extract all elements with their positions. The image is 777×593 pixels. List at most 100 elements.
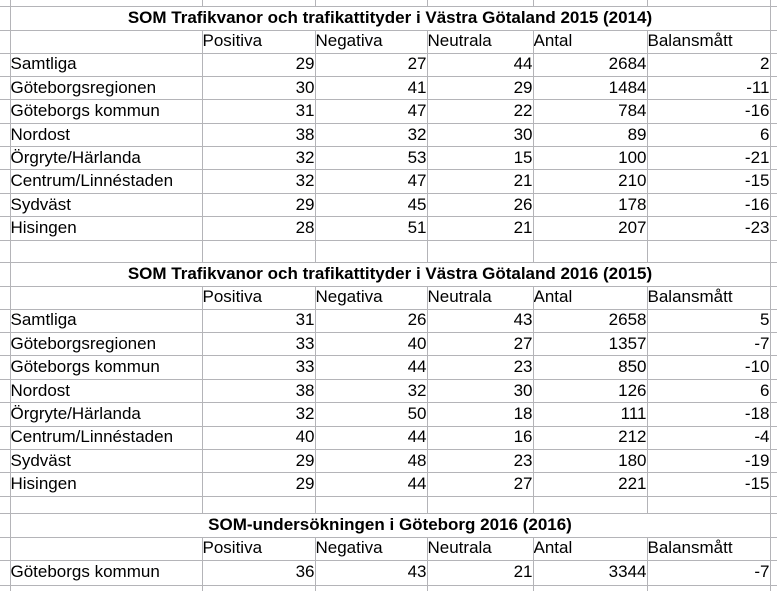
- data-cell[interactable]: 40: [202, 426, 316, 450]
- data-cell[interactable]: 44: [315, 355, 428, 380]
- data-cell[interactable]: 29: [202, 53, 316, 77]
- data-cell[interactable]: 27: [427, 332, 534, 357]
- row-label[interactable]: Göteborgsregionen: [10, 76, 203, 101]
- data-cell[interactable]: 33: [202, 332, 316, 357]
- row-label[interactable]: Sydväst: [10, 449, 203, 474]
- data-cell[interactable]: 28: [202, 216, 316, 241]
- data-cell[interactable]: 30: [427, 379, 534, 404]
- data-cell[interactable]: -7: [647, 332, 771, 357]
- row-label[interactable]: Hisingen: [10, 216, 203, 241]
- data-cell[interactable]: 32: [202, 169, 316, 194]
- data-cell[interactable]: 41: [315, 76, 428, 101]
- data-cell[interactable]: 21: [427, 560, 534, 586]
- data-cell[interactable]: -15: [647, 472, 771, 497]
- data-cell[interactable]: 1484: [533, 76, 648, 101]
- data-cell[interactable]: 26: [427, 193, 534, 218]
- data-cell[interactable]: -7: [647, 560, 771, 586]
- row-label[interactable]: Nordost: [10, 379, 203, 404]
- data-cell[interactable]: 3344: [533, 560, 648, 586]
- row-label[interactable]: Göteborgsregionen: [10, 332, 203, 357]
- data-cell[interactable]: 40: [315, 332, 428, 357]
- data-cell[interactable]: 29: [202, 193, 316, 218]
- column-header-balansmatt[interactable]: Balansmått: [647, 537, 771, 561]
- data-cell[interactable]: 180: [533, 449, 648, 474]
- data-cell[interactable]: 784: [533, 99, 648, 124]
- data-cell[interactable]: 32: [202, 402, 316, 427]
- data-cell[interactable]: 89: [533, 123, 648, 148]
- column-header-positiva[interactable]: Positiva: [202, 30, 316, 54]
- row-label[interactable]: Centrum/Linnéstaden: [10, 169, 203, 194]
- column-header-negativa[interactable]: Negativa: [315, 537, 428, 561]
- table2-title[interactable]: SOM Trafikvanor och trafikattityder i Vä…: [10, 262, 771, 287]
- data-cell[interactable]: -16: [647, 193, 771, 218]
- data-cell[interactable]: 23: [427, 449, 534, 474]
- data-cell[interactable]: 100: [533, 146, 648, 171]
- data-cell[interactable]: -19: [647, 449, 771, 474]
- data-cell[interactable]: 36: [202, 560, 316, 586]
- row-label[interactable]: Samtliga: [10, 309, 203, 334]
- data-cell[interactable]: 5: [647, 309, 771, 334]
- data-cell[interactable]: 43: [315, 560, 428, 586]
- data-cell[interactable]: 50: [315, 402, 428, 427]
- data-cell[interactable]: 111: [533, 402, 648, 427]
- data-cell[interactable]: -4: [647, 426, 771, 450]
- data-cell[interactable]: 2658: [533, 309, 648, 334]
- data-cell[interactable]: 38: [202, 123, 316, 148]
- data-cell[interactable]: 210: [533, 169, 648, 194]
- data-cell[interactable]: -16: [647, 99, 771, 124]
- column-header-negativa[interactable]: Negativa: [315, 30, 428, 54]
- row-label[interactable]: Samtliga: [10, 53, 203, 77]
- data-cell[interactable]: 6: [647, 123, 771, 148]
- column-header-antal[interactable]: Antal: [533, 30, 648, 54]
- data-cell[interactable]: 21: [427, 169, 534, 194]
- column-header-negativa[interactable]: Negativa: [315, 286, 428, 310]
- data-cell[interactable]: 38: [202, 379, 316, 404]
- data-cell[interactable]: 31: [202, 309, 316, 334]
- data-cell[interactable]: 44: [315, 426, 428, 450]
- data-cell[interactable]: -10: [647, 355, 771, 380]
- data-cell[interactable]: 32: [202, 146, 316, 171]
- data-cell[interactable]: 29: [202, 449, 316, 474]
- column-header-neutrala[interactable]: Neutrala: [427, 286, 534, 310]
- row-label[interactable]: Centrum/Linnéstaden: [10, 426, 203, 450]
- table1-title[interactable]: SOM Trafikvanor och trafikattityder i Vä…: [10, 6, 771, 31]
- data-cell[interactable]: 6: [647, 379, 771, 404]
- data-cell[interactable]: 2: [647, 53, 771, 77]
- data-cell[interactable]: 45: [315, 193, 428, 218]
- data-cell[interactable]: 27: [315, 53, 428, 77]
- data-cell[interactable]: -11: [647, 76, 771, 101]
- data-cell[interactable]: 30: [427, 123, 534, 148]
- column-header-neutrala[interactable]: Neutrala: [427, 537, 534, 561]
- data-cell[interactable]: 16: [427, 426, 534, 450]
- data-cell[interactable]: 178: [533, 193, 648, 218]
- header-blank-cell[interactable]: [10, 537, 203, 561]
- column-header-antal[interactable]: Antal: [533, 537, 648, 561]
- data-cell[interactable]: 21: [427, 216, 534, 241]
- data-cell[interactable]: 47: [315, 169, 428, 194]
- data-cell[interactable]: 212: [533, 426, 648, 450]
- data-cell[interactable]: 22: [427, 99, 534, 124]
- data-cell[interactable]: 27: [427, 472, 534, 497]
- data-cell[interactable]: 850: [533, 355, 648, 380]
- data-cell[interactable]: 23: [427, 355, 534, 380]
- column-header-positiva[interactable]: Positiva: [202, 537, 316, 561]
- data-cell[interactable]: 53: [315, 146, 428, 171]
- data-cell[interactable]: 2684: [533, 53, 648, 77]
- data-cell[interactable]: 44: [315, 472, 428, 497]
- header-blank-cell[interactable]: [10, 286, 203, 310]
- row-label[interactable]: Göteborgs kommun: [10, 355, 203, 380]
- data-cell[interactable]: 30: [202, 76, 316, 101]
- data-cell[interactable]: 126: [533, 379, 648, 404]
- data-cell[interactable]: 32: [315, 123, 428, 148]
- data-cell[interactable]: 47: [315, 99, 428, 124]
- data-cell[interactable]: 32: [315, 379, 428, 404]
- column-header-neutrala[interactable]: Neutrala: [427, 30, 534, 54]
- row-label[interactable]: Örgryte/Härlanda: [10, 146, 203, 171]
- data-cell[interactable]: 31: [202, 99, 316, 124]
- data-cell[interactable]: 29: [427, 76, 534, 101]
- header-blank-cell[interactable]: [10, 30, 203, 54]
- data-cell[interactable]: -15: [647, 169, 771, 194]
- data-cell[interactable]: 15: [427, 146, 534, 171]
- data-cell[interactable]: 48: [315, 449, 428, 474]
- data-cell[interactable]: 33: [202, 355, 316, 380]
